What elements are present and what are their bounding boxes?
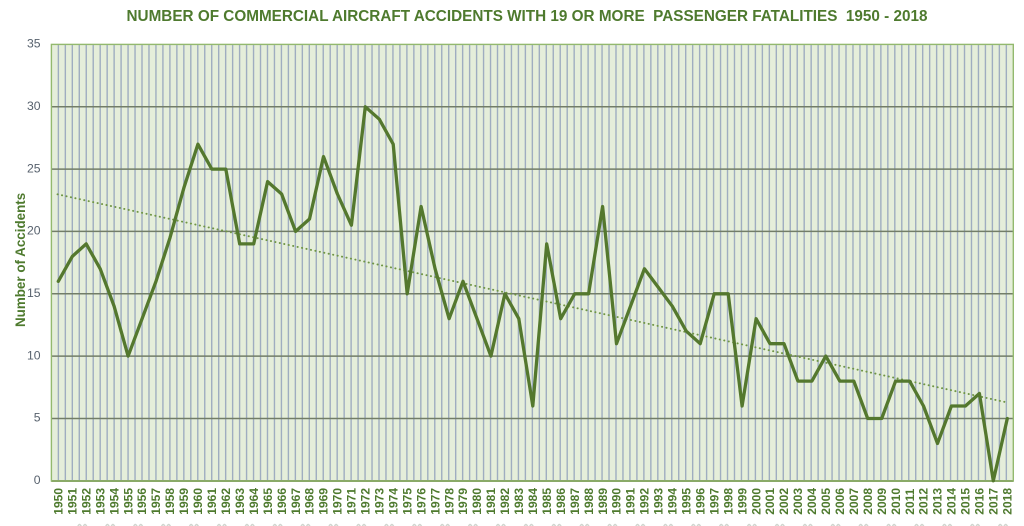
svg-text:35: 35	[27, 37, 41, 51]
svg-text:1982: 1982	[498, 488, 512, 515]
svg-text:2016: 2016	[973, 488, 987, 515]
svg-text:1962: 1962	[219, 488, 233, 515]
svg-text:1952: 1952	[79, 488, 93, 515]
svg-text:0: 0	[34, 473, 41, 487]
svg-text:1969: 1969	[317, 488, 331, 515]
svg-text:1961: 1961	[205, 488, 219, 515]
svg-text:1966: 1966	[275, 488, 289, 515]
svg-text:2012: 2012	[917, 488, 931, 515]
svg-text:2007: 2007	[847, 488, 861, 515]
svg-text:2014: 2014	[945, 488, 959, 515]
svg-text:1974: 1974	[386, 488, 400, 515]
svg-text:2006: 2006	[833, 488, 847, 515]
svg-text:1968: 1968	[303, 488, 317, 515]
svg-text:2008: 2008	[861, 488, 875, 515]
svg-text:20: 20	[27, 224, 41, 238]
svg-text:1950: 1950	[52, 488, 66, 515]
svg-text:1985: 1985	[540, 488, 554, 515]
svg-text:1989: 1989	[596, 488, 610, 515]
svg-text:1973: 1973	[373, 488, 387, 515]
svg-text:2017: 2017	[987, 488, 1001, 515]
svg-text:2013: 2013	[931, 488, 945, 515]
svg-text:1988: 1988	[582, 488, 596, 515]
svg-text:1977: 1977	[428, 488, 442, 515]
svg-text:1983: 1983	[512, 488, 526, 515]
svg-text:2018: 2018	[1001, 488, 1015, 515]
svg-text:1995: 1995	[680, 488, 694, 515]
svg-text:2001: 2001	[763, 488, 777, 515]
svg-text:1951: 1951	[66, 488, 80, 515]
svg-text:Number of Accidents: Number of Accidents	[13, 193, 28, 327]
svg-text:1953: 1953	[93, 488, 107, 515]
svg-text:1994: 1994	[666, 488, 680, 515]
svg-text:1987: 1987	[568, 488, 582, 515]
svg-text:1971: 1971	[345, 488, 359, 515]
svg-text:1981: 1981	[484, 488, 498, 515]
svg-text:1976: 1976	[414, 488, 428, 515]
svg-text:1978: 1978	[442, 488, 456, 515]
svg-text:1999: 1999	[735, 488, 749, 515]
svg-text:2009: 2009	[875, 488, 889, 515]
svg-text:1992: 1992	[638, 488, 652, 515]
svg-text:1967: 1967	[289, 488, 303, 515]
svg-text:2000: 2000	[749, 488, 763, 515]
svg-text:2010: 2010	[889, 488, 903, 515]
svg-text:1979: 1979	[456, 488, 470, 515]
svg-text:2002: 2002	[777, 488, 791, 515]
svg-text:1965: 1965	[261, 488, 275, 515]
svg-text:1997: 1997	[707, 488, 721, 515]
svg-text:25: 25	[27, 161, 41, 175]
svg-text:1975: 1975	[400, 488, 414, 515]
svg-text:1963: 1963	[233, 488, 247, 515]
svg-text:5: 5	[34, 411, 41, 425]
svg-text:1958: 1958	[163, 488, 177, 515]
svg-text:1990: 1990	[610, 488, 624, 515]
svg-text:2011: 2011	[903, 488, 917, 514]
svg-text:30: 30	[27, 99, 41, 113]
svg-text:1955: 1955	[121, 488, 135, 515]
svg-text:2004: 2004	[805, 488, 819, 515]
svg-text:1984: 1984	[526, 488, 540, 515]
svg-text:1996: 1996	[694, 488, 708, 515]
svg-text:1954: 1954	[107, 488, 121, 515]
svg-text:2015: 2015	[959, 488, 973, 515]
svg-text:1972: 1972	[359, 488, 373, 515]
svg-text:1964: 1964	[247, 488, 261, 515]
svg-text:2005: 2005	[819, 488, 833, 515]
svg-text:1980: 1980	[470, 488, 484, 515]
svg-text:1959: 1959	[177, 488, 191, 515]
svg-text:1993: 1993	[652, 488, 666, 515]
svg-text:2003: 2003	[791, 488, 805, 515]
svg-text:NUMBER OF COMMERCIAL AIRCRAFT: NUMBER OF COMMERCIAL AIRCRAFT ACCIDENTS …	[127, 8, 928, 25]
svg-text:10: 10	[27, 348, 41, 362]
svg-text:1960: 1960	[191, 488, 205, 515]
svg-text:1991: 1991	[624, 488, 638, 515]
svg-text:1956: 1956	[135, 488, 149, 515]
svg-text:1998: 1998	[721, 488, 735, 515]
svg-text:15: 15	[27, 286, 41, 300]
svg-text:1986: 1986	[554, 488, 568, 515]
svg-text:1970: 1970	[331, 488, 345, 515]
svg-text:1957: 1957	[149, 488, 163, 515]
